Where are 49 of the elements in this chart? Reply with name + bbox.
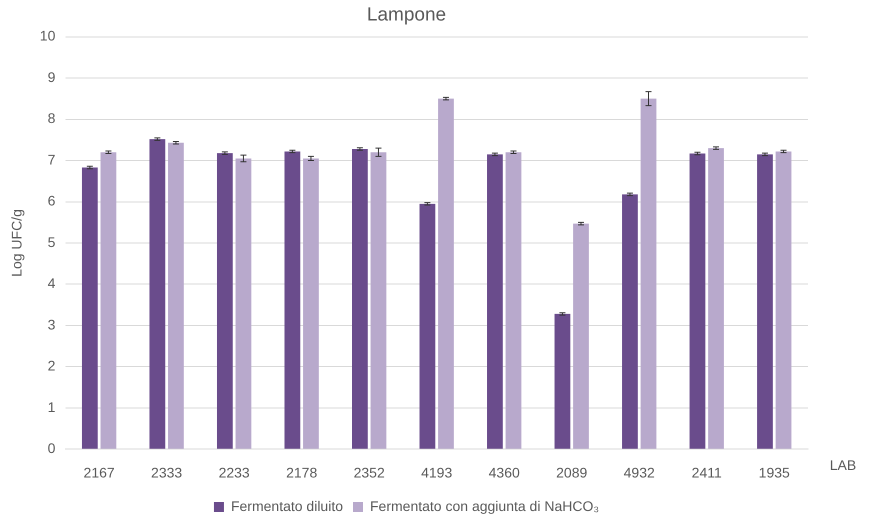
x-tick-label: 4193 [421, 464, 452, 480]
bar [776, 151, 792, 449]
x-tick-label: 2233 [218, 464, 250, 480]
bar [554, 314, 570, 449]
y-tick-label: 4 [48, 275, 56, 292]
x-axis-title: LAB [830, 457, 856, 474]
y-axis-title: Log UFC/g [8, 209, 24, 277]
bar [216, 153, 233, 449]
bar [640, 98, 656, 449]
bar [352, 148, 368, 449]
bar [420, 204, 436, 449]
y-tick-label: 8 [48, 110, 56, 126]
legend-label: Fermentato diluito [230, 498, 344, 514]
x-tick-label: 4360 [488, 464, 520, 480]
x-tick-label: 2333 [151, 464, 182, 480]
x-tick-label: 1935 [758, 464, 790, 480]
chart-title: Lampone [366, 4, 446, 26]
y-tick-label: 9 [48, 68, 56, 85]
bar [506, 152, 522, 449]
bar [149, 139, 166, 449]
y-tick-label: 7 [48, 151, 56, 168]
x-tick-label: 2089 [556, 464, 588, 480]
x-tick-label: 2167 [84, 464, 115, 480]
y-tick-label: 1 [48, 398, 56, 415]
y-tick-label: 0 [48, 440, 56, 456]
y-tick-label: 5 [48, 234, 56, 250]
bar [622, 194, 638, 449]
bar [438, 98, 454, 449]
bar [284, 151, 300, 449]
x-tick-label: 2411 [692, 464, 722, 480]
bar [370, 152, 386, 449]
bar [708, 148, 724, 449]
bar [487, 154, 503, 449]
bar [100, 152, 116, 449]
bar [236, 158, 252, 449]
legend-label: Fermentato con aggiunta di NaHCO₃ [370, 498, 600, 514]
y-tick-label: 3 [48, 316, 56, 332]
bar [168, 142, 184, 449]
bar [573, 224, 589, 449]
x-tick-label: 2178 [286, 464, 318, 480]
y-tick-label: 2 [48, 358, 56, 374]
x-tick-label: 4932 [624, 464, 655, 480]
y-tick-label: 6 [48, 192, 56, 209]
bar [303, 158, 319, 449]
bar [757, 154, 773, 449]
bar [690, 154, 706, 449]
bar [82, 168, 98, 449]
x-tick-label: 2352 [354, 464, 385, 480]
y-tick-label: 10 [40, 28, 56, 44]
